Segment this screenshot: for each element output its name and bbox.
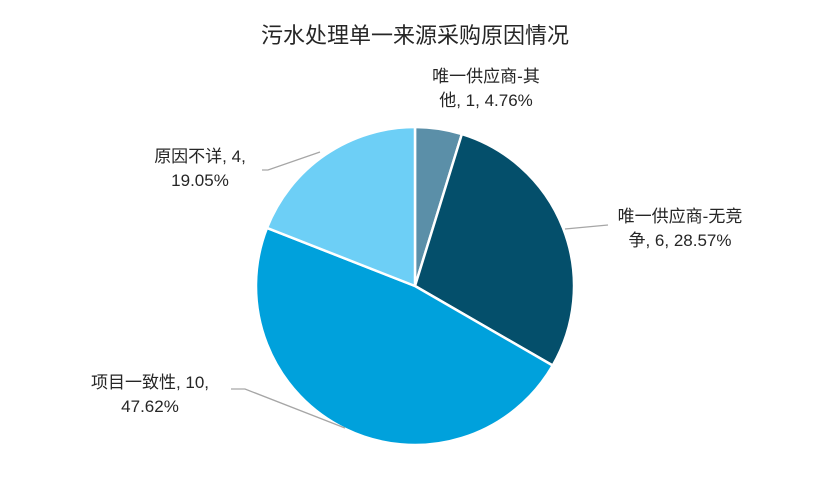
pie-slice-4	[265, 125, 417, 288]
slice-label-3-line-2: 47.62%	[121, 397, 179, 416]
slice-label-3-line-1: 项目一致性, 10,	[91, 373, 209, 392]
slice-label-3: 项目一致性, 10, 47.62%	[91, 373, 209, 416]
leader-lines	[231, 151, 609, 429]
chart-title: 污水处理单一来源采购原因情况	[261, 24, 569, 49]
slice-label-2: 唯一供应商-无竞争, 6, 28.57%	[618, 207, 743, 250]
slice-label-4-line-2: 19.05%	[171, 171, 229, 190]
leader-line-2	[564, 224, 609, 230]
slice-labels: 唯一供应商-其他, 1, 4.76% 唯一供应商-无竞争, 6, 28.57% 项目…	[91, 67, 742, 416]
leader-line-3	[231, 388, 346, 429]
slice-label-2-line-2: 争, 6, 28.57%	[628, 231, 731, 250]
slice-label-4-line-1: 原因不详, 4,	[154, 147, 246, 166]
slice-label-1-line-2: 他, 1, 4.76%	[439, 91, 533, 110]
leader-line-4	[262, 151, 321, 171]
slice-label-4: 原因不详, 4, 19.05%	[154, 147, 246, 190]
slice-label-1-line-1: 唯一供应商-其	[432, 67, 540, 86]
pie-slice-3	[254, 226, 555, 447]
slice-label-2-line-1: 唯一供应商-无竞	[618, 207, 743, 226]
slice-label-1: 唯一供应商-其他, 1, 4.76%	[432, 67, 540, 110]
pie-slices	[254, 125, 576, 447]
